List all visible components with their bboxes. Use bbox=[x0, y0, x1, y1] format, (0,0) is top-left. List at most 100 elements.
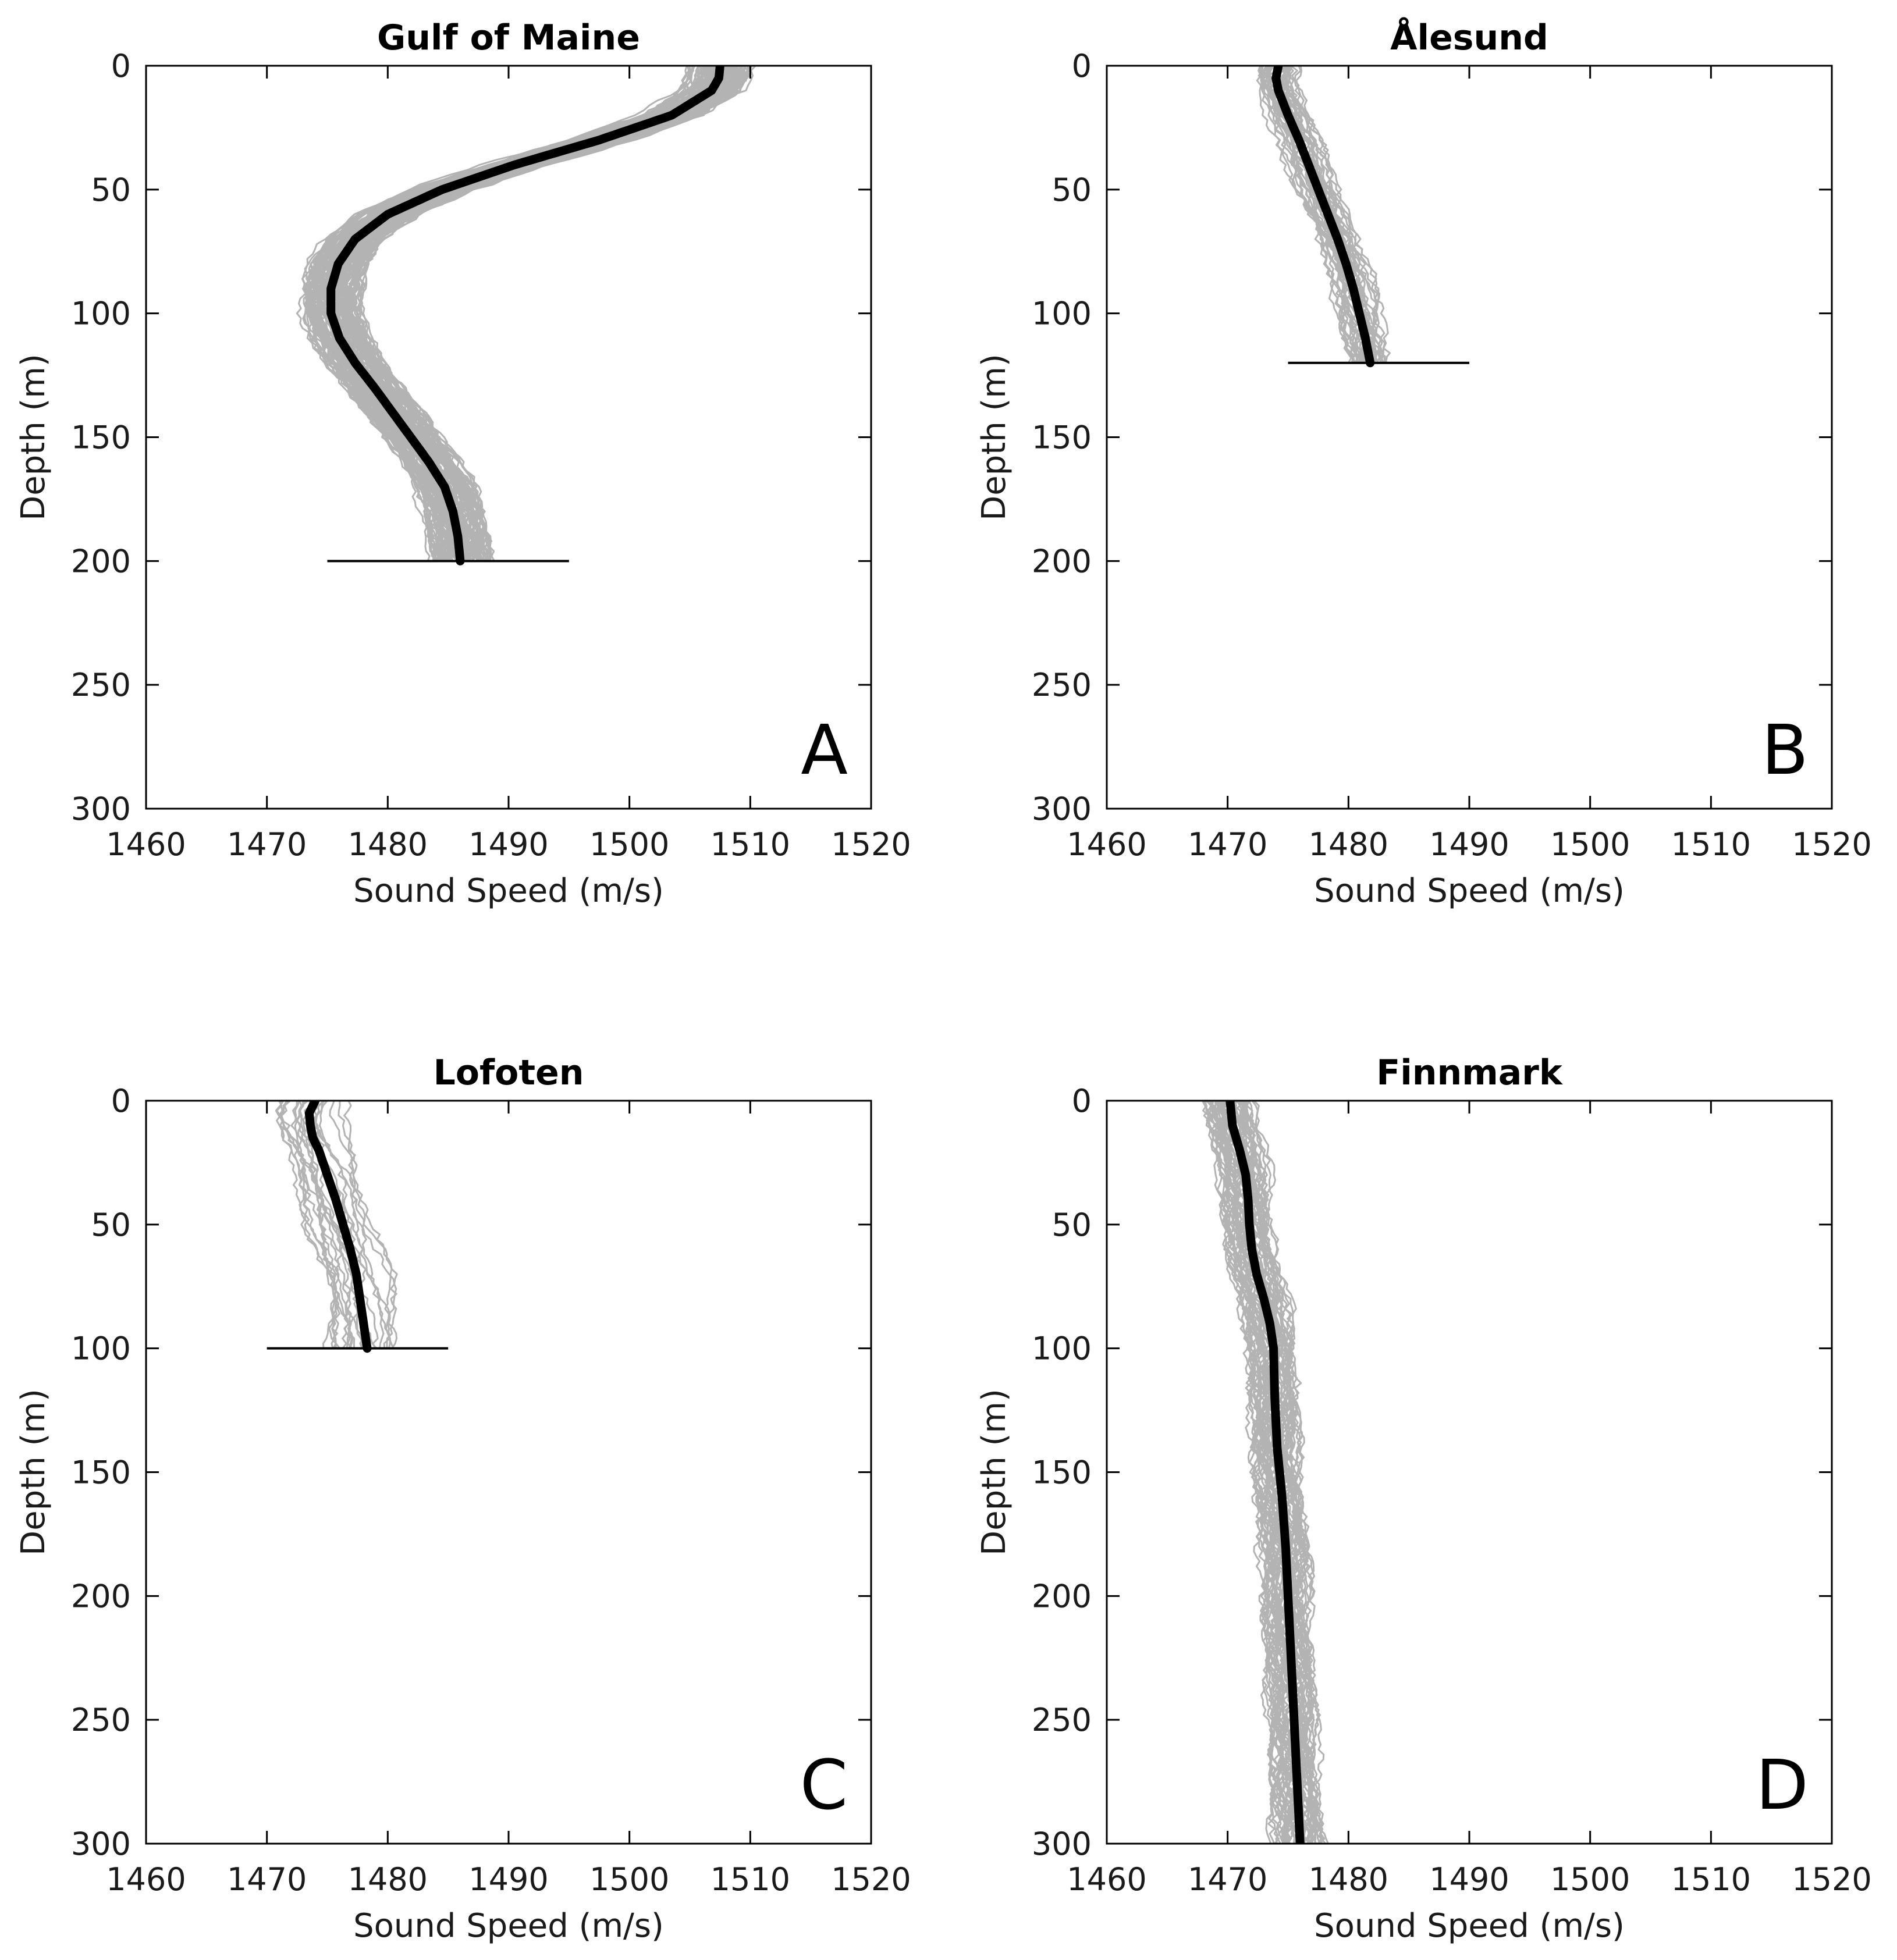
plot-area bbox=[275, 1101, 398, 1353]
x-tick-label: 1520 bbox=[1792, 1861, 1871, 1898]
profile-line bbox=[1260, 66, 1352, 364]
panel-title: Finnmark bbox=[1376, 1052, 1564, 1093]
y-axis-title: Depth (m) bbox=[15, 1389, 52, 1556]
x-tick-label: 1480 bbox=[1309, 1861, 1388, 1898]
y-tick-label: 250 bbox=[1032, 1702, 1092, 1738]
x-tick-label: 1490 bbox=[1429, 826, 1509, 863]
x-tick-label: 1490 bbox=[1429, 1861, 1509, 1898]
y-tick-label: 0 bbox=[111, 1083, 131, 1119]
plot-area bbox=[1202, 1101, 1329, 1844]
y-tick-label: 100 bbox=[1032, 296, 1092, 332]
y-axis-title: Depth (m) bbox=[975, 1389, 1013, 1556]
x-tick-label: 1510 bbox=[1671, 826, 1751, 863]
y-tick-label: 100 bbox=[71, 1331, 131, 1367]
y-tick-label: 300 bbox=[71, 791, 131, 827]
profile-line bbox=[290, 1101, 364, 1349]
y-tick-label: 50 bbox=[91, 172, 131, 208]
x-tick-label: 1510 bbox=[711, 1861, 790, 1898]
x-tick-label: 1500 bbox=[1550, 826, 1630, 863]
mean-profile-line bbox=[1225, 1101, 1305, 1844]
y-tick-label: 150 bbox=[71, 1454, 131, 1491]
panel-title: Gulf of Maine bbox=[377, 17, 640, 58]
x-tick-label: 1500 bbox=[589, 1861, 669, 1898]
x-tick-label: 1520 bbox=[831, 1861, 911, 1898]
profile-line bbox=[306, 66, 711, 561]
panel-title: Ålesund bbox=[1390, 17, 1548, 58]
profile-line bbox=[278, 1101, 336, 1349]
y-tick-label: 300 bbox=[71, 1826, 131, 1862]
profile-line bbox=[343, 1101, 395, 1349]
profile-line bbox=[1213, 1101, 1294, 1844]
mean-profile-line bbox=[304, 1101, 372, 1353]
profile-line bbox=[1239, 1101, 1329, 1844]
x-tick-label: 1460 bbox=[106, 826, 186, 863]
x-tick-label: 1480 bbox=[1309, 826, 1388, 863]
y-tick-label: 150 bbox=[1032, 419, 1092, 456]
x-axis-title: Sound Speed (m/s) bbox=[353, 872, 664, 910]
profile-line bbox=[1248, 1101, 1320, 1844]
plot-area bbox=[296, 66, 756, 565]
x-tick-label: 1500 bbox=[589, 826, 669, 863]
panel-letter: D bbox=[1756, 1745, 1809, 1825]
panel-a: 1460 1470 1480 1490 1500 1510 1520 0 50 100 150 200… bbox=[15, 17, 911, 910]
y-tick-label: 50 bbox=[91, 1207, 131, 1243]
panel-c: 1460 1470 1480 1490 1500 1510 1520 0 50 100 150 200… bbox=[15, 1052, 911, 1945]
profile-line bbox=[350, 66, 736, 562]
panel-letter: C bbox=[800, 1745, 848, 1825]
panel-b: 1460 1470 1480 1490 1500 1510 1520 0 50 100 150 200… bbox=[975, 17, 1872, 910]
x-axis-title: Sound Speed (m/s) bbox=[1314, 872, 1625, 910]
y-tick-label: 0 bbox=[111, 48, 131, 84]
x-tick-label: 1510 bbox=[1671, 1861, 1751, 1898]
y-tick-label: 300 bbox=[1032, 1826, 1092, 1862]
y-tick-label: 0 bbox=[1072, 48, 1092, 84]
profile-line bbox=[342, 66, 750, 561]
mean-profile-line bbox=[1271, 66, 1375, 368]
plot-area bbox=[1256, 66, 1391, 368]
profile-line bbox=[1243, 1101, 1317, 1844]
panel-letter: B bbox=[1761, 710, 1809, 790]
panels: 1460 1470 1480 1490 1500 1510 1520050100150200… bbox=[15, 17, 1872, 1945]
y-tick-label: 200 bbox=[1032, 543, 1092, 579]
y-tick-label: 50 bbox=[1051, 172, 1092, 208]
x-tick-label: 1500 bbox=[1550, 1861, 1630, 1898]
y-tick-label: 150 bbox=[71, 419, 131, 456]
profile-line bbox=[354, 66, 745, 562]
x-tick-label: 1460 bbox=[106, 1861, 186, 1898]
x-tick-label: 1490 bbox=[468, 826, 548, 863]
x-tick-label: 1460 bbox=[1067, 826, 1146, 863]
y-tick-label: 250 bbox=[1032, 667, 1092, 703]
x-axis-title: Sound Speed (m/s) bbox=[353, 1907, 664, 1945]
profile-line bbox=[302, 1101, 356, 1349]
x-tick-label: 1520 bbox=[831, 826, 911, 863]
mean-profile-line bbox=[326, 66, 724, 565]
panel-title: Lofoten bbox=[434, 1052, 584, 1093]
y-tick-label: 100 bbox=[71, 296, 131, 332]
y-tick-label: 300 bbox=[1032, 791, 1092, 827]
y-tick-label: 250 bbox=[71, 667, 131, 703]
profile-line bbox=[1277, 66, 1381, 363]
y-tick-label: 200 bbox=[1032, 1578, 1092, 1614]
profile-line bbox=[348, 66, 744, 562]
x-tick-label: 1510 bbox=[711, 826, 790, 863]
y-axis-title: Depth (m) bbox=[15, 354, 52, 521]
y-tick-label: 200 bbox=[71, 1578, 131, 1614]
y-tick-label: 0 bbox=[1072, 1083, 1092, 1119]
profile-line bbox=[329, 1101, 397, 1349]
x-tick-label: 1470 bbox=[227, 1861, 307, 1898]
y-axis-title: Depth (m) bbox=[975, 354, 1013, 521]
profile-line bbox=[1248, 1101, 1321, 1844]
profile-line bbox=[1219, 1101, 1301, 1844]
x-tick-label: 1480 bbox=[348, 826, 428, 863]
x-tick-label: 1470 bbox=[1188, 1861, 1267, 1898]
profile-line bbox=[1242, 1101, 1316, 1844]
profile-line bbox=[278, 1101, 353, 1349]
panel-d: 1460 1470 1480 1490 1500 1510 1520 0 50 100 150 200… bbox=[975, 1052, 1872, 1945]
profile-line bbox=[1219, 1101, 1298, 1844]
x-tick-label: 1480 bbox=[348, 1861, 428, 1898]
profile-line bbox=[338, 1101, 398, 1349]
x-tick-label: 1490 bbox=[468, 1861, 548, 1898]
y-tick-label: 250 bbox=[71, 1702, 131, 1738]
x-axis-title: Sound Speed (m/s) bbox=[1314, 1907, 1625, 1945]
